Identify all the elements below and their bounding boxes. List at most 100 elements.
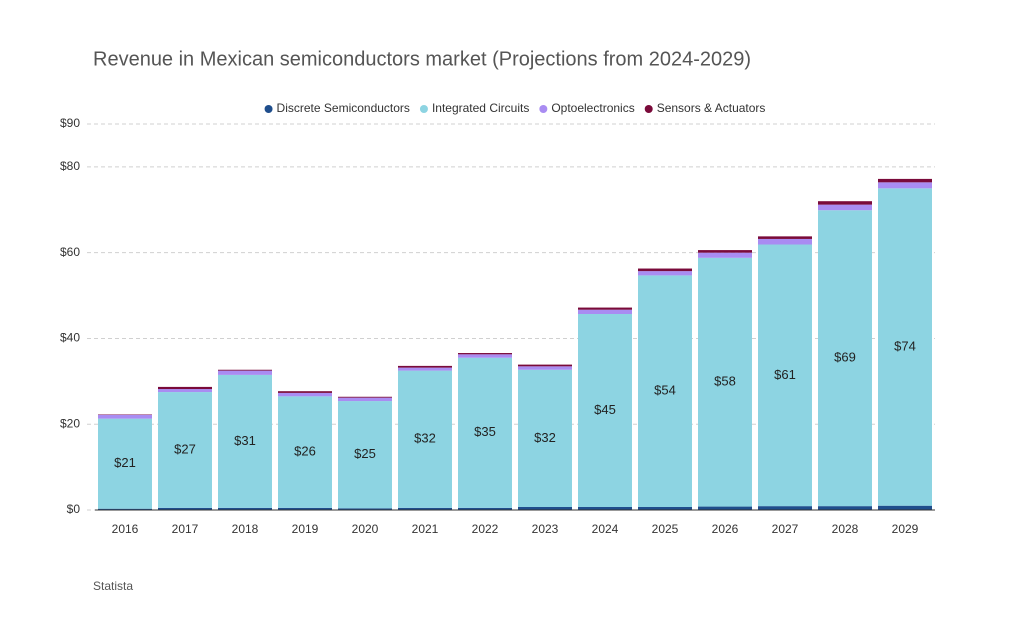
legend-label: Optoelectronics: [551, 101, 634, 115]
value-label: $35: [474, 424, 496, 439]
bar-segment: [878, 188, 932, 506]
bar-segment: [818, 201, 872, 205]
bar-segment: [758, 244, 812, 507]
bar-segment: [98, 414, 152, 419]
bar-segment: [698, 257, 752, 507]
bar-segment: [218, 369, 272, 371]
value-label: $74: [894, 338, 916, 353]
bar-segment: [278, 507, 332, 510]
bar-segment: [158, 389, 212, 393]
x-tick-label: 2023: [532, 522, 559, 536]
bar-segment: [218, 374, 272, 508]
value-label: $32: [414, 431, 436, 446]
bar-segment: [698, 506, 752, 510]
y-tick-label: $80: [60, 159, 80, 173]
x-tick-label: 2019: [292, 522, 319, 536]
bar-segment: [398, 507, 452, 510]
bar-segment: [518, 506, 572, 510]
x-tick-label: 2020: [352, 522, 379, 536]
value-label: $25: [354, 446, 376, 461]
legend-marker: [419, 105, 428, 113]
bar-segment: [818, 506, 872, 510]
x-tick-label: 2017: [172, 522, 199, 536]
legend-label: Integrated Circuits: [432, 101, 529, 115]
bar-segment: [698, 250, 752, 253]
bar-segment: [338, 396, 392, 398]
value-label: $27: [174, 441, 196, 456]
bar-segment: [458, 354, 512, 358]
bar-segment: [278, 392, 332, 397]
legend-label: Sensors & Actuators: [657, 101, 766, 115]
bar-segment: [578, 313, 632, 507]
x-tick-label: 2021: [412, 522, 439, 536]
bar-segment: [638, 271, 692, 276]
x-tick-label: 2022: [472, 522, 499, 536]
value-label: $32: [534, 430, 556, 445]
x-tick-label: 2028: [832, 522, 859, 536]
bar-segment: [398, 365, 452, 368]
x-tick-label: 2024: [592, 522, 619, 536]
bar-segment: [758, 238, 812, 245]
value-label: $45: [594, 402, 616, 417]
bar-segment: [878, 182, 932, 189]
x-tick-label: 2026: [712, 522, 739, 536]
bar-segment: [638, 275, 692, 507]
bar-segment: [398, 367, 452, 371]
bar-segment: [518, 366, 572, 370]
y-tick-label: $90: [60, 116, 80, 130]
y-tick-label: $20: [60, 416, 80, 430]
bar-segment: [218, 370, 272, 375]
bar-segment: [878, 505, 932, 510]
bar-segment: [518, 369, 572, 507]
x-tick-label: 2018: [232, 522, 259, 536]
y-tick-label: $60: [60, 245, 80, 259]
bar-segment: [98, 508, 152, 510]
x-tick-label: 2027: [772, 522, 799, 536]
source: Statista: [93, 579, 133, 593]
x-tick-label: 2016: [112, 522, 139, 536]
legend-marker: [539, 105, 548, 113]
bar-segment: [158, 386, 212, 390]
bar-segment: [338, 401, 392, 509]
y-tick-label: $0: [67, 502, 81, 516]
bar-segment: [818, 204, 872, 211]
bar-segment: [638, 506, 692, 510]
value-label: $26: [294, 444, 316, 459]
bar-segment: [158, 507, 212, 510]
bar-segment: [878, 178, 932, 183]
bar-segment: [578, 506, 632, 510]
value-label: $58: [714, 374, 736, 389]
bar-segment: [578, 307, 632, 310]
legend-label: Discrete Semiconductors: [277, 101, 410, 115]
bar-segment: [638, 268, 692, 272]
x-tick-label: 2025: [652, 522, 679, 536]
value-label: $54: [654, 383, 676, 398]
bar-segment: [338, 397, 392, 402]
value-label: $69: [834, 350, 856, 365]
bar-segment: [158, 392, 212, 508]
bar-segment: [338, 508, 392, 510]
bar-segment: [578, 309, 632, 314]
bar-segment: [818, 210, 872, 507]
bar-segment: [758, 506, 812, 510]
bar-segment: [758, 236, 812, 239]
value-label: $31: [234, 433, 256, 448]
value-label: $21: [114, 455, 136, 470]
bar-segment: [458, 357, 512, 508]
bar-segment: [278, 391, 332, 393]
bar-segment: [458, 507, 512, 510]
bar-segment: [98, 418, 152, 509]
bar-segment: [698, 252, 752, 258]
bar-segment: [458, 353, 512, 355]
y-tick-label: $40: [60, 331, 80, 345]
bar-segment: [398, 370, 452, 508]
chart-title: Revenue in Mexican semiconductors market…: [93, 48, 751, 70]
bar-segment: [518, 364, 572, 367]
x-tick-label: 2029: [892, 522, 919, 536]
legend-marker: [264, 105, 273, 113]
legend-marker: [644, 105, 653, 113]
value-label: $61: [774, 367, 796, 382]
bar-segment: [278, 396, 332, 508]
bar-segment: [218, 507, 272, 510]
